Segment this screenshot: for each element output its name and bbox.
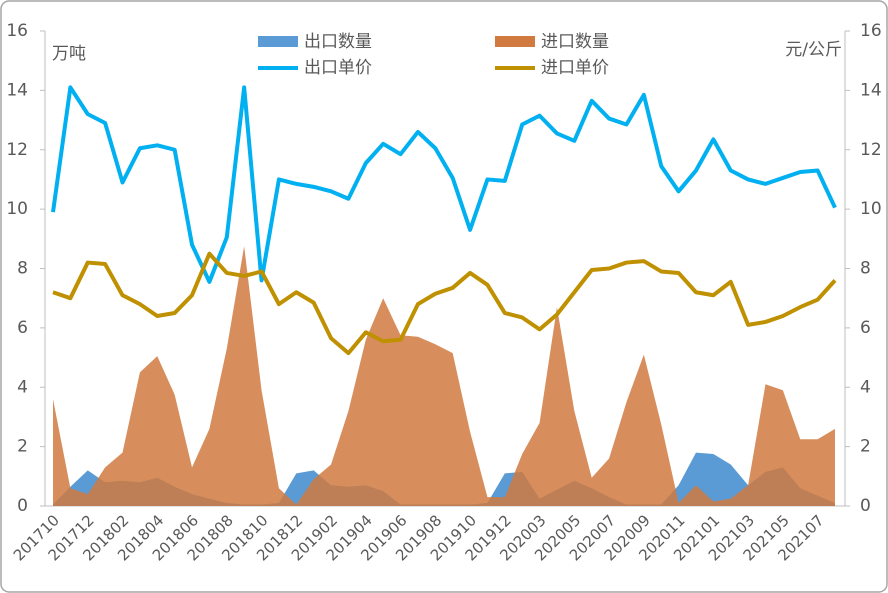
y-tick-label: 16 — [6, 21, 28, 41]
y2-tick-label: 8 — [860, 259, 871, 279]
y-tick-label: 4 — [17, 377, 28, 397]
area — [53, 246, 835, 506]
y2-tick-label: 10 — [860, 199, 882, 219]
y-axis-label: 万吨 — [52, 44, 86, 64]
y2-tick-label: 14 — [860, 80, 882, 100]
legend-swatch — [258, 36, 298, 47]
line — [51, 85, 837, 284]
y2-tick-label: 16 — [860, 21, 882, 41]
legend-label: 进口数量 — [541, 32, 609, 52]
y-tick-label: 12 — [6, 140, 28, 160]
y2-tick-label: 12 — [860, 140, 882, 160]
y-tick-label: 10 — [6, 199, 28, 219]
y2-tick-label: 2 — [860, 437, 871, 457]
y2-tick-label: 0 — [860, 496, 871, 516]
y2-tick-label: 4 — [860, 377, 871, 397]
y-tick-label: 6 — [17, 318, 28, 338]
line — [52, 251, 837, 356]
y-tick-label: 8 — [17, 259, 28, 279]
legend-label: 出口数量 — [304, 32, 372, 52]
y-tick-label: 0 — [17, 496, 28, 516]
legend-swatch — [495, 36, 535, 47]
y-tick-label: 14 — [6, 80, 28, 100]
legend-label: 进口单价 — [541, 58, 609, 78]
y2-tick-label: 6 — [860, 318, 871, 338]
legend-label: 出口单价 — [304, 58, 372, 78]
y2-axis-label: 元/公斤 — [785, 40, 842, 60]
y-tick-label: 2 — [17, 437, 28, 457]
